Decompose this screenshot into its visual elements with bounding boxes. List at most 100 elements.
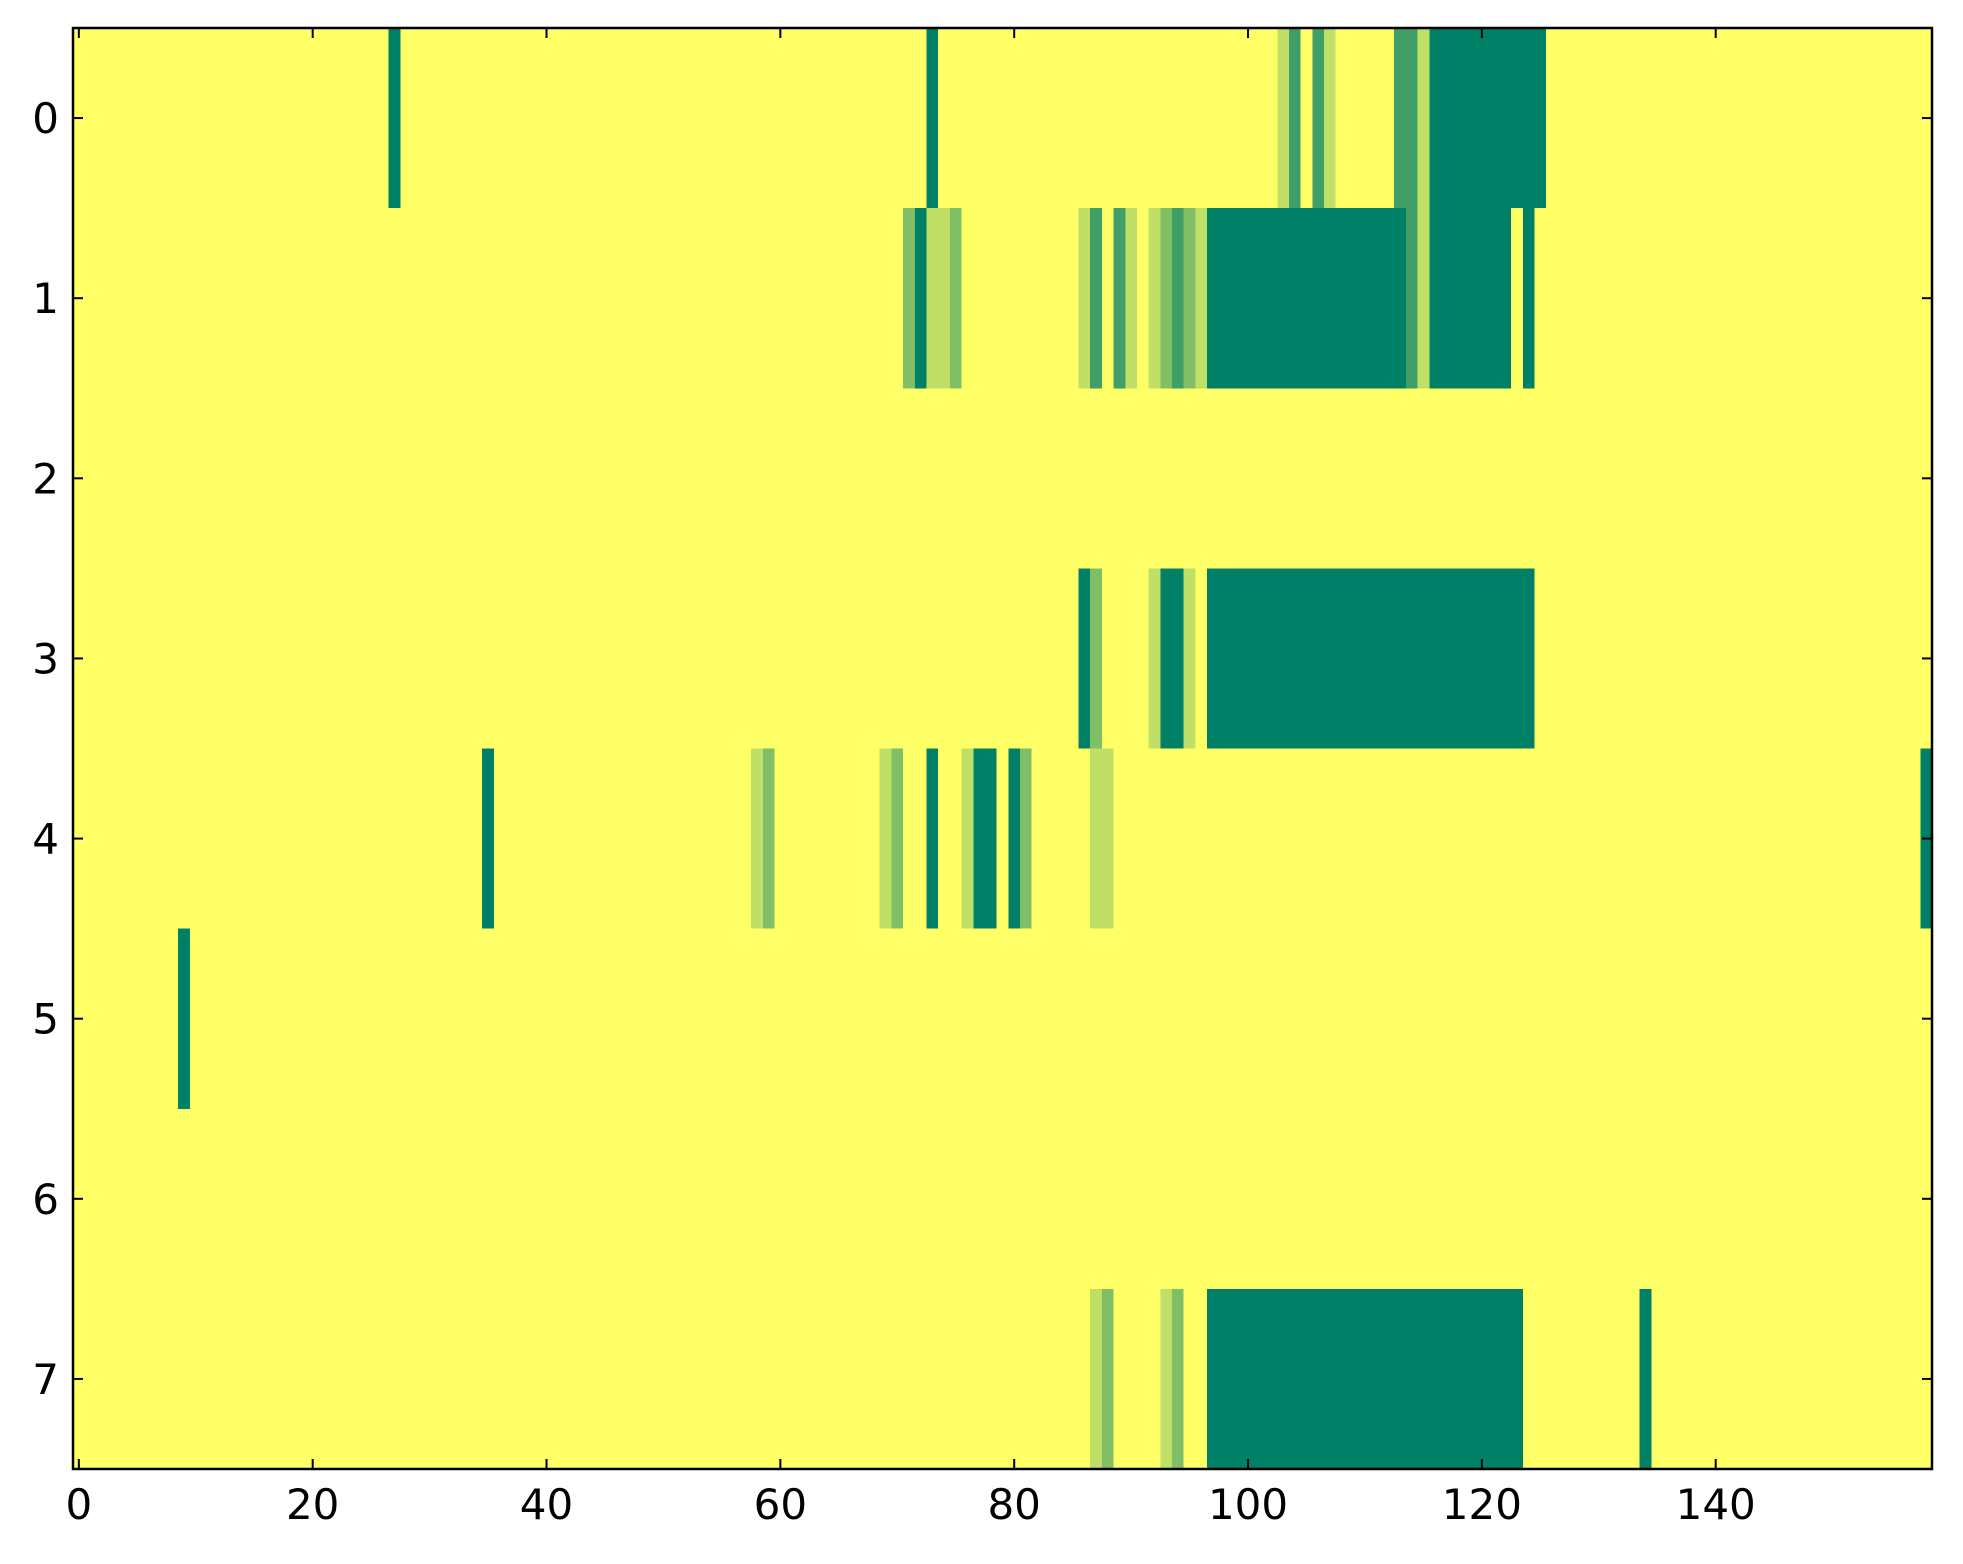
cell <box>1476 388 1489 569</box>
cell <box>1546 208 1559 389</box>
cell <box>1534 1108 1547 1290</box>
cell <box>1125 748 1138 930</box>
cell <box>1487 1108 1500 1290</box>
cell <box>1838 1288 1851 1470</box>
cell <box>739 388 752 569</box>
cell <box>540 28 553 209</box>
cell <box>271 748 284 930</box>
cell <box>306 1288 320 1470</box>
cell <box>1195 28 1208 209</box>
cell <box>1288 1108 1302 1290</box>
cell <box>1674 1108 1687 1290</box>
cell <box>1628 568 1641 749</box>
cell <box>1733 928 1746 1110</box>
cell <box>1709 208 1723 389</box>
cell <box>470 928 483 1110</box>
cell <box>868 568 881 749</box>
cell <box>1663 1288 1676 1470</box>
cell <box>996 28 1009 209</box>
cell <box>1651 28 1664 209</box>
cell <box>575 208 588 389</box>
cell <box>447 928 460 1110</box>
cell <box>388 928 401 1110</box>
x-tick-label: 80 <box>987 1480 1040 1529</box>
cell <box>447 208 460 389</box>
cell <box>797 748 811 930</box>
cell <box>1487 208 1500 389</box>
cell <box>1861 388 1875 569</box>
cell <box>1522 928 1535 1110</box>
cell <box>505 388 518 569</box>
cell <box>1511 1108 1524 1290</box>
cell <box>1090 568 1103 749</box>
cell <box>201 1288 214 1470</box>
cell <box>1207 928 1220 1110</box>
cell <box>797 208 811 389</box>
cell <box>1078 388 1091 569</box>
cell <box>680 1108 694 1290</box>
cell <box>1663 928 1676 1110</box>
cell <box>1522 1108 1535 1290</box>
cell <box>1674 388 1687 569</box>
cell <box>645 208 659 389</box>
cell <box>435 928 448 1110</box>
cell <box>1382 1288 1395 1470</box>
cell <box>189 1288 203 1470</box>
cell <box>727 748 740 930</box>
cell <box>283 388 296 569</box>
cell <box>1218 1108 1231 1290</box>
cell <box>774 928 787 1110</box>
cell <box>657 388 670 569</box>
cell <box>1546 1108 1559 1290</box>
cell <box>1265 928 1278 1110</box>
cell <box>821 1108 834 1290</box>
cell <box>412 208 425 389</box>
cell <box>1546 748 1559 930</box>
cell <box>213 748 226 930</box>
cell <box>680 28 694 209</box>
cell <box>131 748 144 930</box>
cell <box>528 28 542 209</box>
cell <box>388 1108 401 1290</box>
cell <box>1172 568 1185 749</box>
cell <box>1429 1288 1442 1470</box>
cell <box>961 1288 974 1470</box>
y-tick-label: 2 <box>32 454 59 503</box>
cell <box>1055 928 1068 1110</box>
cell <box>1101 568 1115 749</box>
cell <box>1160 208 1173 389</box>
cell <box>716 208 729 389</box>
cell <box>1370 28 1383 209</box>
cell <box>564 748 577 930</box>
cell <box>470 208 483 389</box>
cell <box>1511 748 1524 930</box>
cell <box>926 208 939 389</box>
cell <box>213 28 226 209</box>
cell <box>96 28 109 209</box>
cell <box>1242 568 1255 749</box>
cell <box>1569 208 1582 389</box>
cell <box>716 928 729 1110</box>
cell <box>1850 28 1863 209</box>
cell <box>154 748 168 930</box>
cell <box>1207 748 1220 930</box>
cell <box>949 748 963 930</box>
cell <box>1183 748 1196 930</box>
cell <box>1136 388 1150 569</box>
cell <box>1394 748 1407 930</box>
cell <box>213 1108 226 1290</box>
cell <box>143 1108 156 1290</box>
cell <box>260 748 273 930</box>
cell <box>680 208 694 389</box>
cell <box>1113 208 1126 389</box>
cell <box>751 568 764 749</box>
cell <box>984 1288 998 1470</box>
cell <box>295 568 308 749</box>
cell <box>891 1108 904 1290</box>
cell <box>1464 748 1477 930</box>
cell <box>1277 208 1290 389</box>
cell <box>1382 568 1395 749</box>
cell <box>540 568 553 749</box>
cell <box>1277 748 1290 930</box>
cell <box>365 928 378 1110</box>
